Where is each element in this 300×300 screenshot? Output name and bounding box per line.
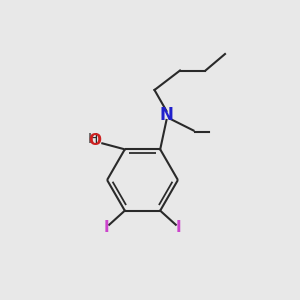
- Text: N: N: [160, 106, 173, 124]
- Text: I: I: [176, 220, 181, 235]
- Text: I: I: [104, 220, 110, 235]
- Text: H: H: [87, 132, 98, 146]
- Text: O: O: [88, 133, 101, 148]
